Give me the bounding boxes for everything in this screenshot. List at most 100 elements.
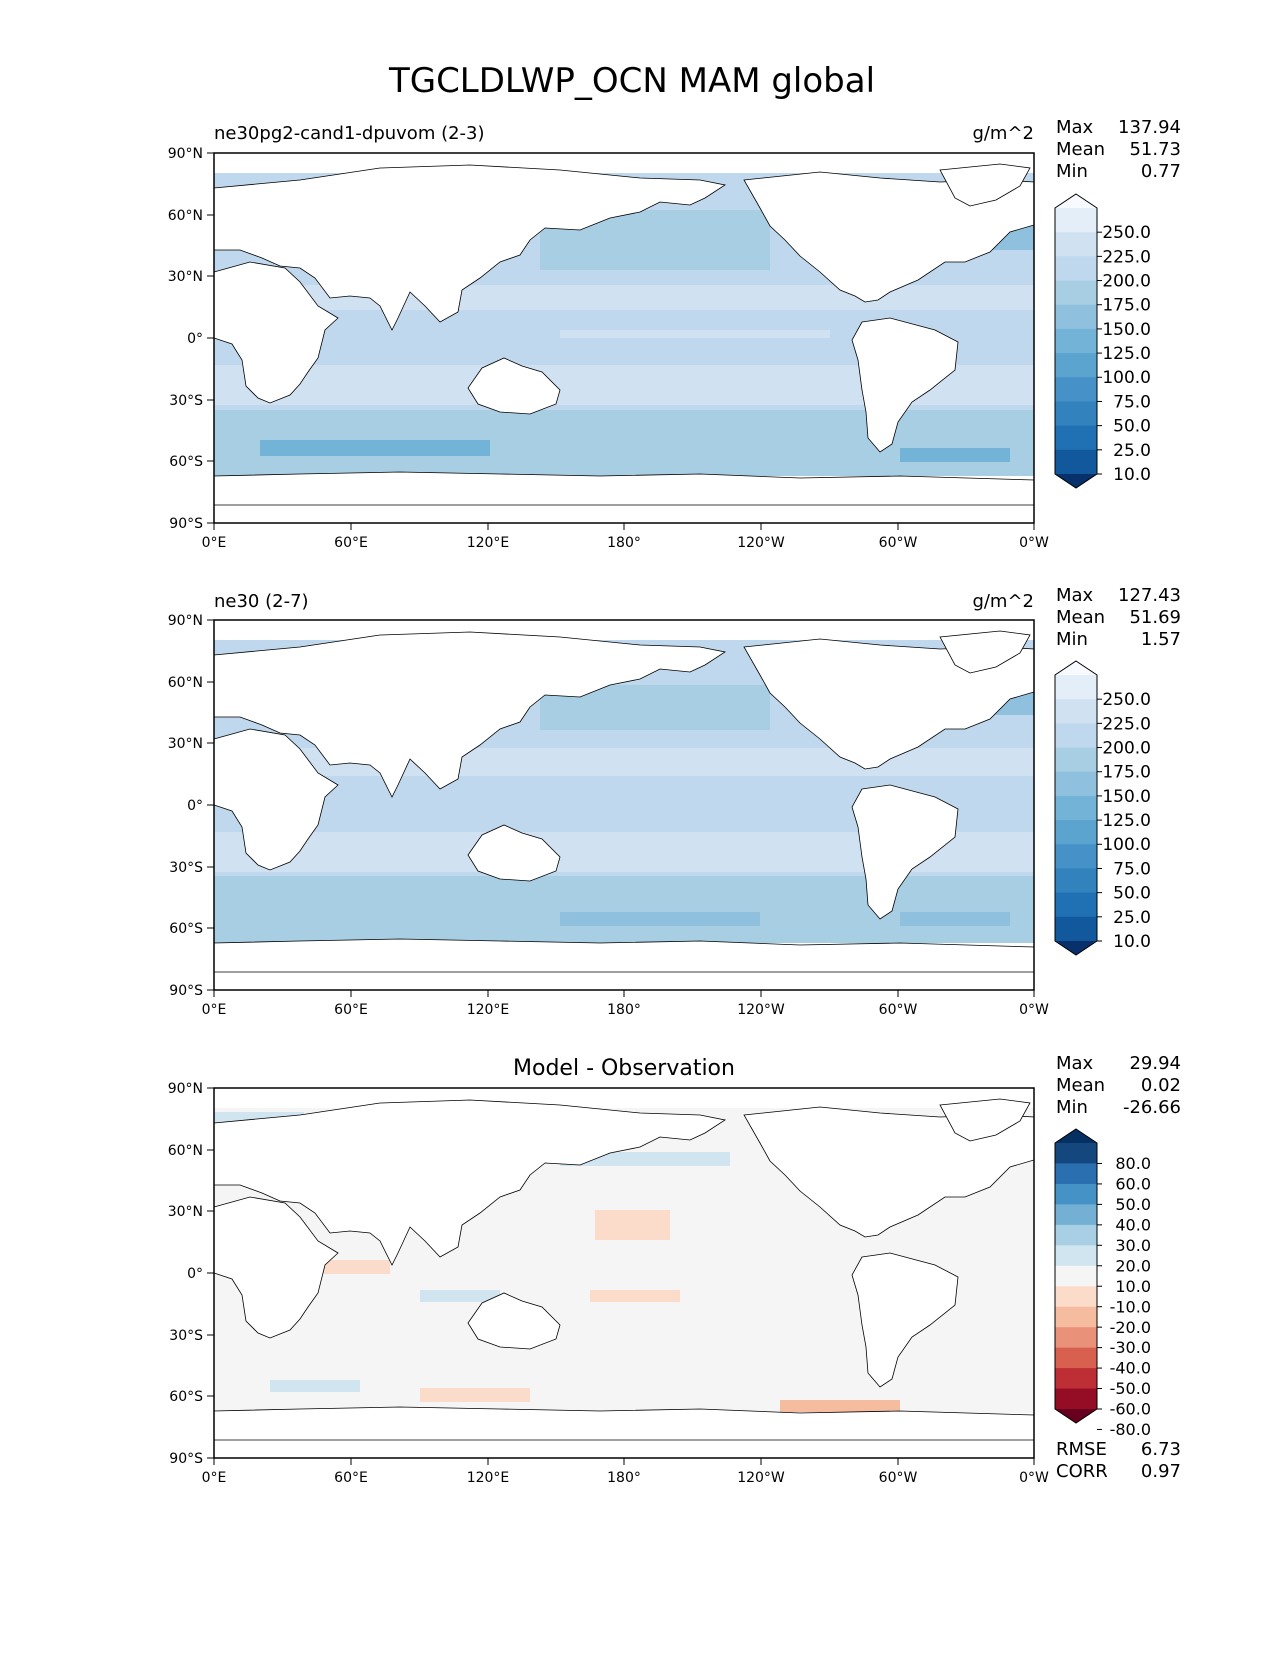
lon-tick-label: 120°W (737, 1470, 785, 1486)
stat-value: -26.66 (1123, 1097, 1181, 1118)
panel-3-negative-indian (320, 1260, 390, 1274)
colorbar-bin (1055, 820, 1097, 845)
panel-3-positive-indian (420, 1290, 500, 1302)
colorbar-bin (1055, 353, 1097, 378)
lon-tick-label: 180° (607, 1002, 641, 1018)
lat-tick-label: 30°S (169, 860, 203, 876)
panel-1-band-southern-ocean-core-2 (900, 448, 1010, 462)
land-australia (467, 824, 561, 882)
colorbar-bin (1055, 208, 1097, 233)
colorbar-tick-label: 30.0 (1115, 1236, 1151, 1255)
colorbar-tick-label: 125.0 (1102, 344, 1151, 364)
colorbar-bin (1055, 1306, 1097, 1328)
stat-label: Min (1056, 161, 1088, 182)
colorbar-tick-label: 20.0 (1115, 1256, 1151, 1275)
panel-1-title: ne30pg2-cand1-dpuvom (2-3) (214, 123, 485, 144)
land-antarctica (213, 471, 1035, 506)
colorbar-bin (1055, 1163, 1097, 1185)
stat-label: Mean (1056, 607, 1105, 628)
colorbar-bin (1055, 256, 1097, 282)
colorbar-tick-label: 125.0 (1102, 811, 1151, 831)
lon-tick-label: 60°E (334, 1002, 368, 1018)
colorbar-tick-label: 50.0 (1115, 1195, 1151, 1214)
panel-3-negative-subtropics (595, 1210, 670, 1240)
lon-tick-label: 0°W (1019, 1470, 1049, 1486)
land-greenland (939, 630, 1031, 674)
stat-value: 1.57 (1141, 629, 1181, 650)
panel-1-arctic-mask (214, 153, 1034, 173)
lon-tick-label: 180° (607, 1470, 641, 1486)
lat-tick-label: 90°S (169, 1451, 203, 1467)
lon-tick-label: 60°E (334, 1470, 368, 1486)
corr-value: 0.97 (1141, 1461, 1181, 1482)
colorbar-bin (1055, 1368, 1097, 1390)
colorbar-bin (1055, 1347, 1097, 1369)
colorbar-outline (1054, 660, 1098, 956)
lat-tick-label: 90°N (168, 1081, 203, 1097)
colorbar-bin (1055, 1265, 1097, 1287)
colorbar-bin (1055, 1143, 1097, 1164)
colorbar-bin (1055, 1286, 1097, 1308)
stat-label: Max (1056, 585, 1094, 606)
colorbar-outline (1054, 1128, 1098, 1424)
panel-2-land (213, 630, 1035, 973)
panel-2-lat-axis: 90°N 60°N 30°N 0° 30°S 60°S 90°S (168, 613, 214, 999)
colorbar-tick-label: 225.0 (1102, 247, 1151, 267)
panel-3-land (213, 1098, 1035, 1441)
land-eurasia (213, 1099, 727, 1266)
colorbar-bin (1055, 675, 1097, 700)
lon-tick-label: 60°W (879, 1002, 918, 1018)
panel-3-title: Model - Observation (513, 1056, 735, 1081)
lat-tick-label: 60°N (168, 675, 203, 691)
colorbar-tick-label: 100.0 (1102, 368, 1151, 388)
colorbar-bin (1055, 1388, 1097, 1410)
colorbar-extension-max (1055, 661, 1097, 675)
colorbar-tick-label: 75.0 (1113, 859, 1151, 879)
lon-tick-label: 120°W (737, 1002, 785, 1018)
colorbar-bin (1055, 1245, 1097, 1267)
lat-tick-label: 60°S (169, 1389, 203, 1405)
panel-1-lat-axis: 90°N 60°N 30°N 0° 30°S 60°S 90°S (168, 146, 214, 532)
panel-3-negative-pacific (590, 1290, 680, 1302)
stat-label: Mean (1056, 139, 1105, 160)
panel-2-units: g/m^2 (972, 591, 1034, 612)
colorbar-outline (1054, 193, 1098, 489)
colorbar-tick-label: 150.0 (1102, 787, 1151, 807)
panel-2-band-itcz (540, 790, 840, 800)
colorbar-bin (1055, 1327, 1097, 1349)
panel-3-arctic-mask (214, 1088, 1034, 1108)
rmse-value: 6.73 (1141, 1439, 1181, 1460)
colorbar-bin (1055, 723, 1097, 749)
colorbar-tick-label: 175.0 (1102, 296, 1151, 316)
land-africa (213, 728, 339, 871)
panel-2-map (213, 619, 1035, 991)
lat-tick-label: 60°N (168, 1143, 203, 1159)
land-greenland (939, 163, 1031, 207)
colorbar-extension-min (1055, 474, 1097, 488)
lon-tick-label: 120°E (467, 1002, 510, 1018)
panel-3-stats: Max 29.94 Mean 0.02 Min -26.66 (1056, 1053, 1181, 1118)
colorbar-tick-label: -40.0 (1110, 1359, 1151, 1378)
colorbar-tick-label: 10.0 (1115, 1277, 1151, 1296)
panel-2: ne30 (2-7) g/m^2 (168, 585, 1181, 1018)
colorbar-tick-label: 200.0 (1102, 271, 1151, 291)
colorbar-bin (1055, 747, 1097, 773)
lat-tick-label: 30°N (168, 736, 203, 752)
colorbar-bin (1055, 892, 1097, 918)
colorbar-tick-label: 50.0 (1113, 884, 1151, 904)
panel-3-positive-southern (270, 1380, 360, 1392)
colorbar-bin (1055, 1183, 1097, 1205)
colorbar-tick-label: -80.0 (1110, 1420, 1151, 1439)
panel-1-lon-axis: 0°E 60°E 120°E 180° 120°W 60°W 0°W (202, 523, 1049, 551)
panel-3-colorbar: 80.0 60.050.040.0 30.020.0 10.0-10.0 -20.0-3… (1054, 1128, 1151, 1439)
rmse-label: RMSE (1056, 1439, 1107, 1460)
panel-2-title: ne30 (2-7) (214, 591, 309, 612)
figure-title: TGCLDLWP_OCN MAM global (388, 61, 875, 101)
colorbar-tick-label: 250.0 (1102, 690, 1151, 710)
land-africa (213, 261, 339, 404)
colorbar-tick-label: 75.0 (1113, 392, 1151, 412)
land-south-america (851, 784, 959, 920)
land-africa (213, 1196, 339, 1339)
lat-tick-label: 60°N (168, 208, 203, 224)
